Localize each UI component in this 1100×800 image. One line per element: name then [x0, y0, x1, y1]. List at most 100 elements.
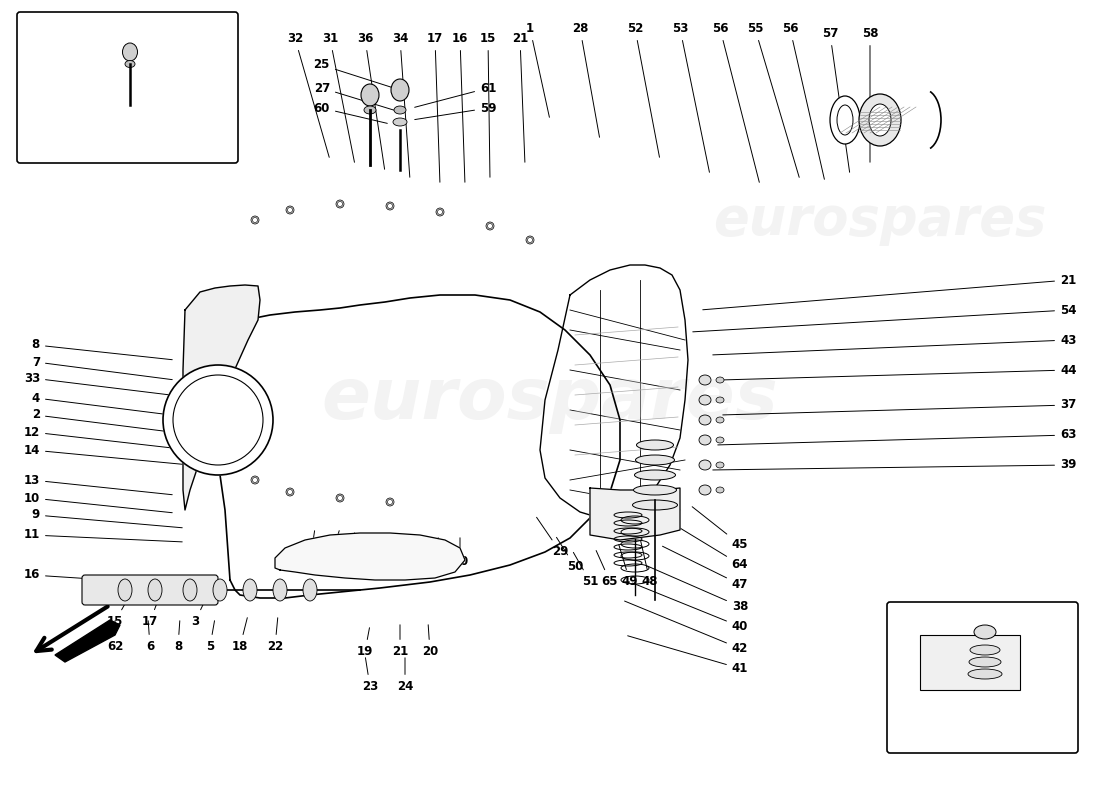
- Ellipse shape: [125, 61, 135, 67]
- Text: 55: 55: [747, 22, 800, 178]
- Ellipse shape: [698, 415, 711, 425]
- Text: 15: 15: [107, 598, 129, 628]
- Ellipse shape: [118, 579, 132, 601]
- Polygon shape: [55, 620, 120, 662]
- Text: 61: 61: [415, 82, 496, 107]
- Ellipse shape: [859, 94, 901, 146]
- FancyBboxPatch shape: [16, 12, 238, 163]
- Ellipse shape: [364, 106, 376, 114]
- Ellipse shape: [716, 437, 724, 443]
- Text: 25: 25: [314, 58, 397, 89]
- Ellipse shape: [251, 216, 258, 224]
- Ellipse shape: [698, 460, 711, 470]
- Text: 39: 39: [713, 458, 1077, 471]
- Text: 3: 3: [191, 593, 209, 628]
- Bar: [920, 635, 1020, 690]
- Ellipse shape: [969, 657, 1001, 667]
- Ellipse shape: [837, 105, 852, 135]
- Ellipse shape: [394, 106, 406, 114]
- Text: 27: 27: [314, 82, 397, 111]
- Text: 16: 16: [452, 32, 469, 182]
- Text: 52: 52: [627, 22, 660, 158]
- Text: 8: 8: [32, 338, 173, 360]
- Ellipse shape: [183, 579, 197, 601]
- Ellipse shape: [251, 476, 258, 484]
- Text: 49: 49: [619, 545, 638, 588]
- Text: 58: 58: [861, 27, 878, 162]
- Ellipse shape: [286, 488, 294, 496]
- Text: 9: 9: [32, 509, 183, 528]
- Ellipse shape: [526, 236, 534, 244]
- Ellipse shape: [387, 499, 393, 505]
- Text: 1: 1: [526, 22, 549, 118]
- Text: 20: 20: [422, 625, 438, 658]
- Ellipse shape: [436, 208, 444, 216]
- Text: 43: 43: [713, 334, 1077, 355]
- Ellipse shape: [486, 222, 494, 230]
- Text: 16: 16: [23, 569, 183, 585]
- Ellipse shape: [487, 223, 493, 229]
- Ellipse shape: [122, 43, 138, 61]
- Text: 50: 50: [557, 538, 583, 573]
- Ellipse shape: [387, 203, 393, 209]
- Text: 21: 21: [703, 274, 1076, 310]
- Text: 13: 13: [24, 474, 173, 494]
- Text: 47: 47: [662, 546, 748, 591]
- Text: 35: 35: [432, 538, 448, 568]
- Text: 31: 31: [322, 530, 339, 568]
- Text: 33: 33: [342, 533, 359, 568]
- Text: 64: 64: [678, 526, 748, 571]
- Text: 17: 17: [142, 598, 160, 628]
- Text: 11: 11: [24, 529, 183, 542]
- Text: Vale fino al cambio No. 419
Valid till gearbox Nr. 419: Vale fino al cambio No. 419 Valid till g…: [47, 119, 208, 141]
- Ellipse shape: [698, 395, 711, 405]
- Text: 18: 18: [232, 618, 249, 653]
- Ellipse shape: [393, 118, 407, 126]
- Text: 4: 4: [32, 391, 192, 418]
- Ellipse shape: [528, 238, 532, 242]
- Ellipse shape: [287, 490, 293, 494]
- Text: 56: 56: [712, 22, 759, 182]
- Text: 46: 46: [993, 670, 1046, 683]
- Ellipse shape: [148, 579, 162, 601]
- Ellipse shape: [968, 669, 1002, 679]
- Text: 47: 47: [993, 645, 1046, 658]
- Ellipse shape: [698, 375, 711, 385]
- Polygon shape: [210, 295, 620, 598]
- Text: 14: 14: [23, 443, 187, 465]
- Polygon shape: [590, 488, 680, 540]
- Ellipse shape: [716, 377, 724, 383]
- Circle shape: [173, 375, 263, 465]
- Text: 28: 28: [572, 22, 600, 138]
- Ellipse shape: [869, 104, 891, 136]
- Ellipse shape: [716, 397, 724, 403]
- Text: 54: 54: [693, 303, 1077, 332]
- Text: 48: 48: [640, 541, 658, 588]
- Text: 37: 37: [723, 398, 1076, 415]
- Text: 34: 34: [392, 32, 410, 178]
- Text: 25: 25: [40, 30, 128, 51]
- Ellipse shape: [830, 96, 860, 144]
- Text: 29: 29: [537, 518, 569, 558]
- Text: 12: 12: [24, 426, 187, 450]
- Text: 60: 60: [314, 102, 387, 123]
- Text: 45: 45: [692, 506, 748, 551]
- Text: 26: 26: [40, 85, 128, 98]
- Ellipse shape: [390, 79, 409, 101]
- Ellipse shape: [698, 435, 711, 445]
- Text: 59: 59: [415, 102, 496, 119]
- Ellipse shape: [438, 210, 442, 214]
- Text: 23: 23: [362, 658, 378, 693]
- Ellipse shape: [698, 485, 711, 495]
- Ellipse shape: [635, 470, 675, 480]
- Text: 32: 32: [301, 530, 318, 568]
- Text: 42: 42: [625, 601, 748, 655]
- Text: 44: 44: [723, 363, 1077, 380]
- Ellipse shape: [716, 417, 724, 423]
- Text: 6: 6: [146, 621, 154, 653]
- Text: 56: 56: [782, 22, 824, 179]
- Ellipse shape: [716, 487, 724, 493]
- Polygon shape: [540, 265, 688, 518]
- Ellipse shape: [716, 462, 724, 468]
- Ellipse shape: [634, 485, 676, 495]
